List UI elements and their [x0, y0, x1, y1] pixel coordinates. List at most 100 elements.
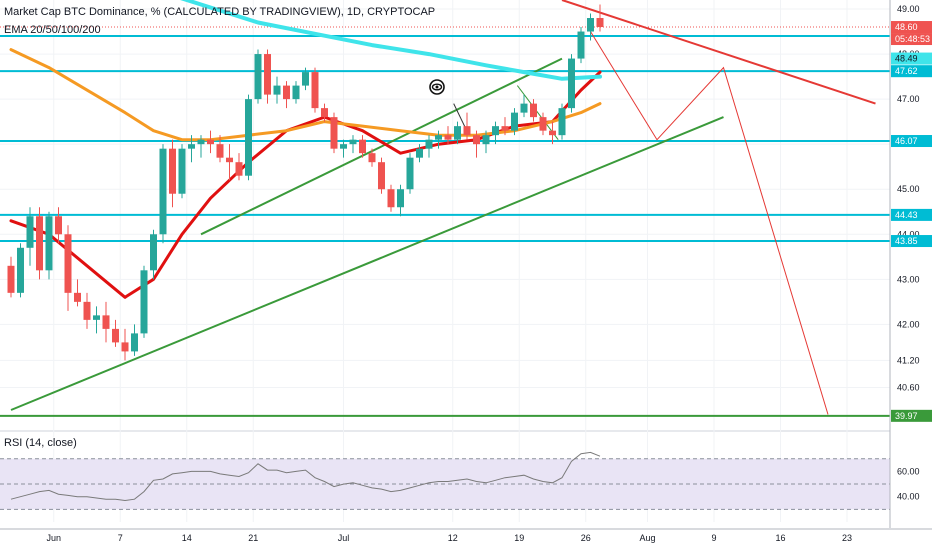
candle	[140, 265, 148, 338]
axis-tag-price: 48.60	[891, 21, 932, 34]
candle-body	[74, 292, 81, 302]
ema-line	[180, 0, 602, 81]
price-axis[interactable]: 49.0048.0047.0046.0045.0044.0043.0042.00…	[889, 0, 920, 528]
axis-tag-label: 47.62	[895, 66, 918, 76]
candle-body	[568, 58, 575, 109]
candle	[530, 99, 537, 122]
rsi-panel	[0, 451, 890, 510]
candle-body	[169, 148, 176, 194]
candle	[264, 49, 271, 104]
candle-body	[188, 144, 195, 149]
candle	[17, 243, 24, 298]
candle-body	[492, 126, 499, 136]
candle-body	[102, 315, 110, 329]
candle-body	[368, 153, 376, 163]
candle	[406, 153, 414, 194]
candle-body	[577, 31, 585, 59]
candle-body	[454, 126, 461, 140]
axis-tag-label: 48.60	[895, 22, 918, 32]
time-tick-label: 14	[182, 533, 192, 543]
ema-lines	[9, 0, 602, 299]
time-tick-label: 9	[711, 533, 716, 543]
axis-tag-level: 46.07	[891, 135, 932, 148]
candle	[416, 144, 423, 163]
candle-body	[511, 112, 518, 131]
candle	[482, 130, 490, 154]
candle	[273, 76, 281, 104]
candle	[435, 130, 442, 149]
candle	[64, 225, 72, 311]
candle-body	[435, 135, 442, 140]
candle-body	[150, 234, 157, 271]
candle	[549, 121, 556, 145]
time-axis[interactable]: Jun 7 14 21 Jul 12 19 26 Aug 9 16 23	[0, 528, 932, 543]
axis-tag-bg	[891, 135, 932, 148]
candle	[454, 121, 461, 145]
candle	[511, 108, 518, 136]
candle-body	[330, 117, 338, 149]
candle-body	[473, 135, 480, 145]
axis-tag-label: 39.97	[895, 411, 918, 421]
price-tick-label: 45.00	[897, 184, 920, 194]
eye-icon[interactable]	[429, 79, 445, 95]
price-tick-label: 42.00	[897, 319, 920, 329]
axis-tag-label: 44.43	[895, 210, 918, 220]
price-tick-label: 49.00	[897, 4, 920, 14]
candle-body	[216, 144, 224, 158]
candle	[235, 153, 243, 181]
candle-body	[311, 72, 319, 109]
candle-body	[159, 148, 167, 235]
candle-body	[254, 54, 262, 100]
candle	[444, 126, 452, 145]
axis-tag-level: 47.62	[891, 65, 932, 78]
candle-body	[245, 99, 252, 176]
time-tick-label: 26	[581, 533, 591, 543]
annotation-line	[516, 85, 559, 140]
candle	[501, 117, 509, 136]
candle	[159, 144, 167, 244]
candle-body	[530, 103, 537, 118]
candle	[102, 301, 110, 343]
candle-body	[7, 265, 15, 293]
axis-tag-ema_cyan: 48.49	[891, 52, 932, 65]
price-tick-label: 43.00	[897, 274, 920, 284]
candlesticks	[7, 4, 604, 361]
ema-line	[9, 48, 602, 142]
candle-body	[321, 108, 328, 118]
trend-line	[590, 31, 829, 415]
candle	[473, 130, 480, 158]
candle	[577, 27, 585, 64]
candle	[178, 144, 186, 199]
axis-tag-label: 48.49	[895, 54, 918, 64]
price-tick-label: 41.20	[897, 355, 920, 365]
candle	[188, 135, 195, 163]
candle	[368, 148, 376, 167]
candle-body	[340, 144, 347, 149]
candle	[245, 94, 252, 181]
candle-body	[520, 103, 528, 113]
candle-body	[587, 18, 594, 32]
candle-body	[302, 72, 309, 86]
candle-body	[482, 135, 490, 145]
time-tick-label: 23	[842, 533, 852, 543]
candle-body	[83, 301, 91, 320]
candle-body	[64, 234, 72, 293]
candle-body	[17, 247, 24, 293]
candle-body	[292, 85, 300, 100]
candle	[74, 279, 81, 307]
candle	[197, 135, 205, 158]
candle	[121, 328, 129, 361]
time-tick-label: 19	[514, 533, 524, 543]
candle-body	[387, 189, 395, 208]
candle	[55, 207, 62, 244]
candle-body	[283, 85, 290, 100]
candle-body	[463, 126, 471, 136]
candle-body	[558, 108, 566, 136]
trend-line	[200, 57, 563, 236]
candle	[7, 256, 15, 298]
candle	[45, 211, 53, 280]
candle	[520, 94, 528, 118]
axis-tag-level: 43.85	[891, 235, 932, 248]
candle	[539, 112, 547, 136]
